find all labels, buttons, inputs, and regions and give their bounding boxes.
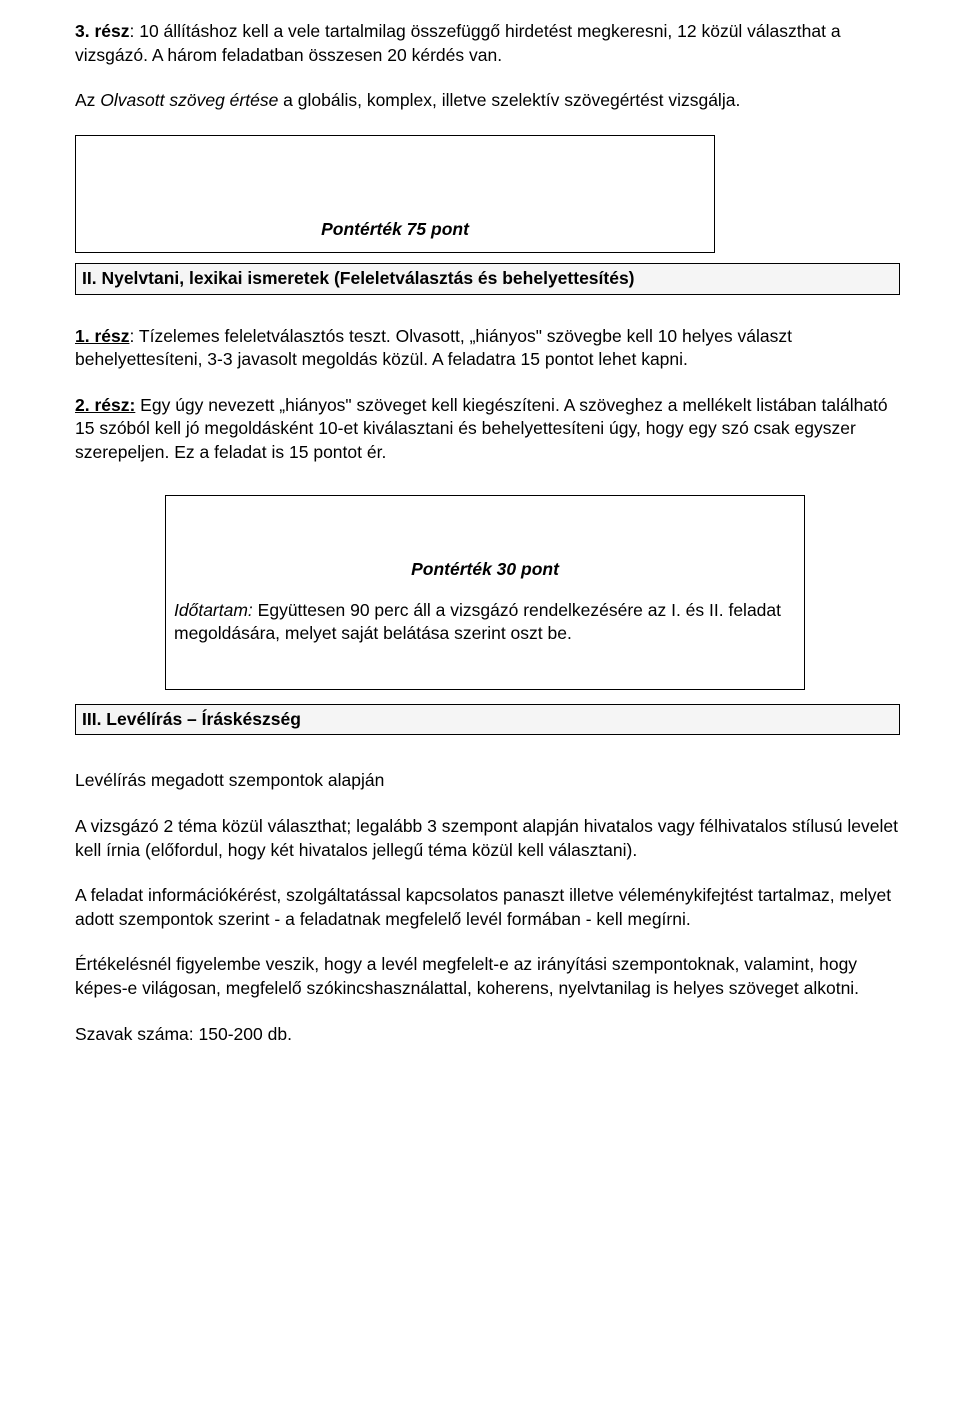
score-box-30: Pontérték 30 pont Időtartam: Együttesen … (165, 495, 805, 690)
duration-label: Időtartam: (174, 600, 253, 620)
paragraph-letter-eval: Értékelésnél figyelembe veszik, hogy a l… (75, 953, 900, 1000)
score-30-text: Pontérték 30 pont (174, 558, 796, 582)
reading-pre: Az (75, 90, 100, 110)
duration-block: Időtartam: Együttesen 90 perc áll a vizs… (174, 599, 796, 645)
paragraph-word-count: Szavak száma: 150-200 db. (75, 1023, 900, 1047)
section-iii-header: III. Levélírás – Íráskészség (75, 704, 900, 736)
section-ii-header: II. Nyelvtani, lexikai ismeretek (Felele… (75, 263, 900, 295)
part2-label: 2. rész: (75, 395, 135, 415)
part2-text: Egy úgy nevezett „hiányos" szöveget kell… (75, 395, 888, 462)
reading-post: a globális, komplex, illetve szelektív s… (278, 90, 740, 110)
score-box-75: Pontérték 75 pont (75, 135, 715, 253)
part1-label: 1. rész (75, 326, 129, 346)
part3-text: : 10 állításhoz kell a vele tartalmilag … (75, 21, 841, 65)
reading-italic: Olvasott szöveg értése (100, 90, 278, 110)
paragraph-part1: 1. rész: Tízelemes feleletválasztós tesz… (75, 325, 900, 372)
paragraph-part3: 3. rész: 10 állításhoz kell a vele tarta… (75, 20, 900, 67)
score-75-text: Pontérték 75 pont (76, 218, 714, 242)
paragraph-letter-topics: A vizsgázó 2 téma közül választhat; lega… (75, 815, 900, 862)
paragraph-letter-title: Levélírás megadott szempontok alapján (75, 769, 900, 793)
duration-text: Együttesen 90 perc áll a vizsgázó rendel… (174, 600, 781, 643)
paragraph-part2: 2. rész: Egy úgy nevezett „hiányos" szöv… (75, 394, 900, 465)
paragraph-letter-task: A feladat információkérést, szolgáltatás… (75, 884, 900, 931)
part3-label: 3. rész (75, 21, 129, 41)
paragraph-reading: Az Olvasott szöveg értése a globális, ko… (75, 89, 900, 113)
part1-text: : Tízelemes feleletválasztós teszt. Olva… (75, 326, 792, 370)
